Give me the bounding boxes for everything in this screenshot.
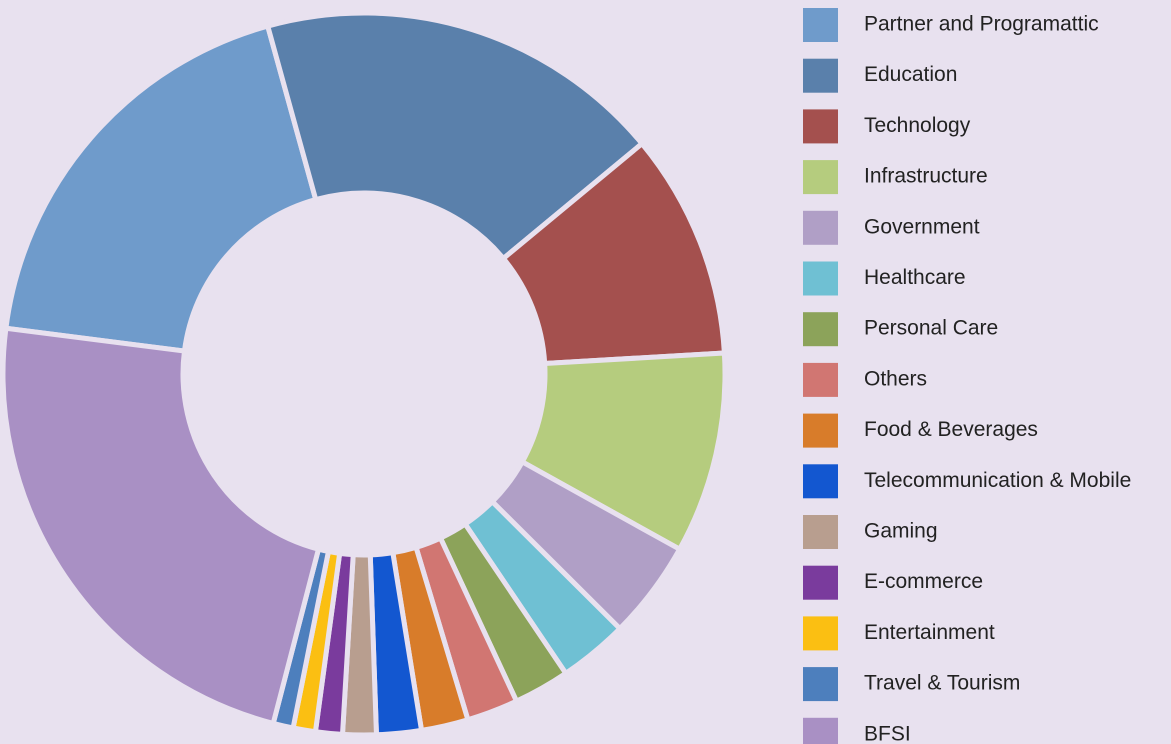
legend-label: Partner and Programattic (864, 13, 1099, 36)
legend-swatch (803, 565, 838, 600)
legend-label: Personal Care (864, 317, 998, 340)
donut-slice (0, 325, 322, 727)
legend-swatch (803, 413, 838, 448)
legend-label: Technology (864, 114, 971, 137)
legend-label: Infrastructure (864, 165, 988, 188)
legend-label: Government (864, 215, 980, 238)
legend-label: Travel & Tourism (864, 672, 1020, 695)
legend-swatch (803, 210, 838, 245)
legend-swatch (803, 261, 838, 296)
legend-swatch (803, 464, 838, 499)
legend-swatch (803, 58, 838, 93)
legend-label: Gaming (864, 520, 938, 543)
legend-swatch (803, 616, 838, 651)
legend-swatch (803, 667, 838, 702)
legend-label: Food & Beverages (864, 418, 1038, 441)
legend-swatch (803, 515, 838, 549)
legend-label: BFSI (864, 722, 911, 744)
legend-swatch (803, 362, 838, 397)
legend-label: Education (864, 63, 957, 86)
donut-slice (3, 22, 319, 354)
legend-swatch (803, 109, 838, 144)
legend-label: Healthcare (864, 266, 966, 289)
legend-swatch (803, 160, 838, 195)
legend-label: Others (864, 367, 927, 390)
donut-slice (264, 10, 646, 263)
legend-swatch (803, 312, 838, 347)
legend-swatch (803, 8, 838, 42)
legend-swatch (803, 717, 838, 744)
legend-label: Telecommunication & Mobile (864, 469, 1131, 492)
legend-label: E-commerce (864, 570, 983, 593)
legend-label: Entertainment (864, 621, 995, 644)
